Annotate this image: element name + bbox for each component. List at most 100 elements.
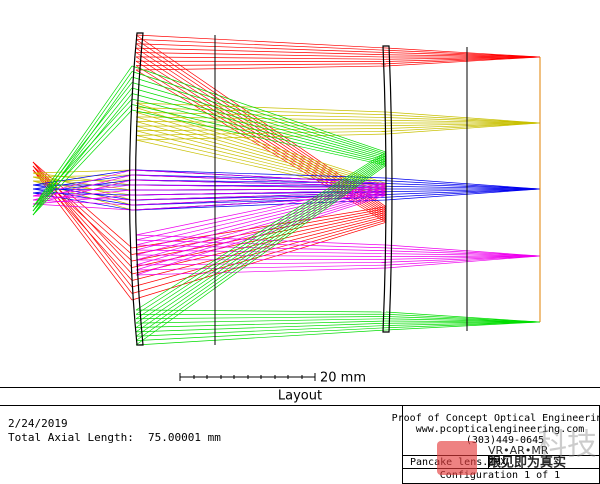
ray: [135, 187, 387, 251]
ray: [385, 247, 541, 257]
ray: [135, 107, 387, 116]
ray: [135, 309, 387, 313]
ray: [385, 111, 541, 124]
scale-label: 20 mm: [320, 371, 366, 386]
ray: [135, 327, 387, 341]
ray: [135, 316, 387, 320]
ray: [135, 130, 387, 193]
ray: [32, 169, 133, 174]
title: Layout: [278, 389, 322, 404]
ray: [135, 196, 387, 206]
ray: [32, 174, 133, 178]
ray: [32, 189, 133, 201]
ray: [131, 221, 387, 301]
ray: [135, 191, 387, 266]
ray: [385, 177, 541, 190]
ray: [32, 98, 133, 208]
ray: [135, 329, 387, 346]
ray: [32, 176, 133, 191]
ray: [385, 183, 541, 190]
ray: [135, 199, 387, 211]
ray: [32, 179, 133, 182]
ray: [32, 76, 133, 216]
date: 2/24/2019: [8, 417, 68, 430]
ray: [385, 313, 541, 323]
ray: [135, 261, 387, 266]
ray: [135, 151, 387, 311]
ray: [135, 102, 387, 113]
ray: [32, 174, 133, 201]
ray: [32, 109, 133, 216]
ray: [385, 54, 541, 58]
axial-length-value: 75.00001 mm: [148, 431, 221, 444]
configuration: Configuration 1 of 1: [440, 470, 560, 481]
ray: [135, 165, 387, 346]
lens-1: [128, 32, 144, 346]
ray: [32, 161, 133, 268]
ray: [135, 322, 387, 333]
ray: [385, 318, 541, 323]
scale-bar: [179, 373, 316, 381]
ray: [385, 122, 541, 132]
ray: [385, 321, 541, 331]
ray: [385, 253, 541, 257]
ray: [135, 65, 387, 71]
ray: [385, 188, 541, 193]
ray: [135, 128, 387, 132]
ray: [385, 52, 541, 58]
ray: [135, 102, 387, 184]
ray: [131, 71, 387, 155]
ray: [385, 114, 541, 124]
ray: [135, 320, 387, 328]
ray: [385, 255, 541, 269]
ray: [135, 156, 387, 324]
ray: [135, 153, 387, 315]
website: www.pcopticalengineering.com: [416, 424, 585, 435]
ray: [32, 65, 133, 208]
ray: [135, 63, 387, 66]
ray: [135, 111, 387, 118]
ray: [32, 176, 133, 206]
ray: [385, 56, 541, 65]
ray: [135, 259, 387, 261]
ray: [131, 208, 387, 255]
ray: [131, 87, 387, 160]
ray: [385, 250, 541, 257]
ray: [135, 185, 387, 246]
ray: [385, 119, 541, 124]
ray: [135, 318, 387, 324]
ray: [385, 180, 541, 190]
ray: [32, 169, 133, 281]
ray: [135, 47, 387, 56]
ray: [385, 255, 541, 266]
ray: [385, 321, 541, 326]
ray: [32, 203, 133, 211]
ray: [32, 169, 133, 186]
ray: [32, 87, 133, 212]
ray: [32, 199, 133, 206]
ray: [135, 121, 387, 190]
ray: [32, 179, 133, 205]
ray: [131, 98, 387, 163]
ray: [135, 182, 387, 236]
ray: [385, 255, 541, 257]
ray: [135, 43, 387, 53]
ray: [32, 104, 133, 212]
ray-trace: [32, 34, 541, 346]
ray: [32, 93, 133, 216]
ray: [385, 321, 541, 324]
ray: [135, 121, 387, 124]
watermark: VR•AR•MR 眼见即为真实 科技: [437, 428, 597, 475]
ray: [131, 216, 387, 281]
lens-2: [382, 45, 393, 333]
ray: [32, 172, 133, 186]
axial-length-label: Total Axial Length:: [8, 431, 134, 444]
ray: [135, 161, 387, 337]
watermark-brand: 科技: [537, 428, 597, 463]
ray: [135, 163, 387, 341]
ray: [135, 111, 387, 187]
ray: [135, 325, 387, 337]
ray: [131, 104, 387, 164]
ray: [135, 107, 387, 186]
watermark-tag: VR•AR•MR: [488, 444, 549, 457]
